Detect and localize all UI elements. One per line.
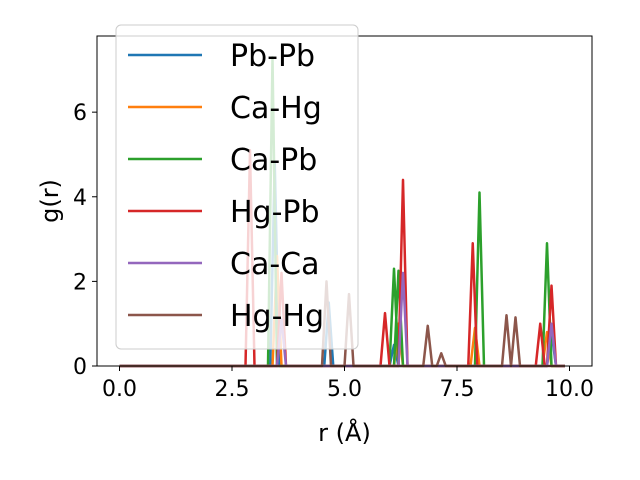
legend-label-ca-pb: Ca-Pb xyxy=(230,143,317,178)
legend-label-hg-hg: Hg-Hg xyxy=(230,299,324,334)
legend: Pb-Pb Ca-Hg Ca-Pb Hg-Pb Ca-Ca Hg-Hg xyxy=(115,24,359,350)
x-tick-label: 10.0 xyxy=(545,377,594,402)
axes: 0.0 2.5 5.0 7.5 10.0 0 2 4 6 r (Å) g(r) xyxy=(36,35,594,447)
y-tick-label: 4 xyxy=(73,186,87,211)
x-tick-label: 7.5 xyxy=(440,377,475,402)
y-tick-label: 0 xyxy=(73,355,87,380)
y-tick-label: 6 xyxy=(73,101,87,126)
legend-label-hg-pb: Hg-Pb xyxy=(230,195,320,230)
y-axis-label: g(r) xyxy=(36,179,64,223)
legend-label-ca-ca: Ca-Ca xyxy=(230,247,320,282)
x-tick-label: 2.5 xyxy=(215,377,250,402)
legend-label-pb-pb: Pb-Pb xyxy=(230,39,315,74)
y-tick-label: 2 xyxy=(73,270,87,295)
legend-label-ca-hg: Ca-Hg xyxy=(230,91,322,126)
x-tick-label: 5.0 xyxy=(327,377,362,402)
x-axis-label: r (Å) xyxy=(318,418,371,447)
x-tick-label: 0.0 xyxy=(102,377,137,402)
